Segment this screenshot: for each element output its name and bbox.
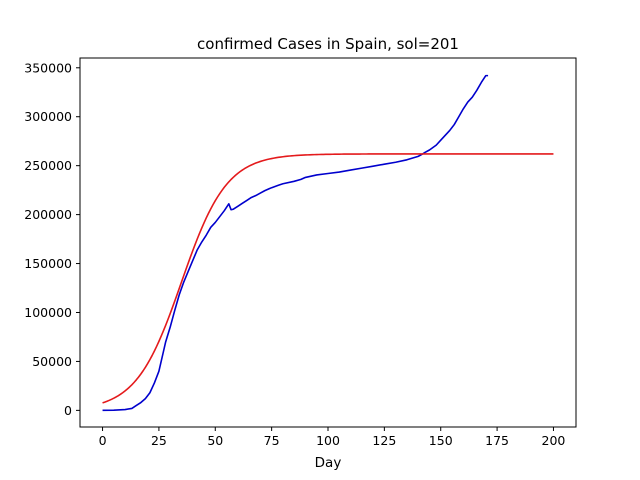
y-tick-label: 350000 [24,60,72,75]
y-tick-label: 0 [64,403,72,418]
x-tick-label: 150 [429,433,453,448]
y-tick-label: 100000 [24,305,72,320]
x-tick-label: 100 [316,433,340,448]
x-tick-label: 175 [485,433,509,448]
y-tick-label: 200000 [24,207,72,222]
axes-frame [79,57,577,428]
chart-title: confirmed Cases in Spain, sol=201 [197,35,459,53]
x-tick-label: 200 [542,433,566,448]
x-tick-label: 75 [264,433,280,448]
y-tick-label: 150000 [24,256,72,271]
plot-area [102,74,554,412]
y-tick-label: 50000 [32,354,72,369]
y-axis: 0 50000 100000 150000 200000 250000 300000 3500… [24,60,80,418]
y-tick-label: 250000 [24,158,72,173]
x-tick-label: 125 [372,433,396,448]
x-tick-label: 0 [99,433,107,448]
confirmed-cases-line [102,74,489,412]
x-axis-label: Day [315,455,342,471]
x-axis: 0 25 50 75 100 125 150 175 200 [99,427,566,448]
y-tick-label: 300000 [24,109,72,124]
fitted-model-line [102,153,554,404]
x-tick-label: 25 [151,433,167,448]
x-tick-label: 50 [207,433,223,448]
